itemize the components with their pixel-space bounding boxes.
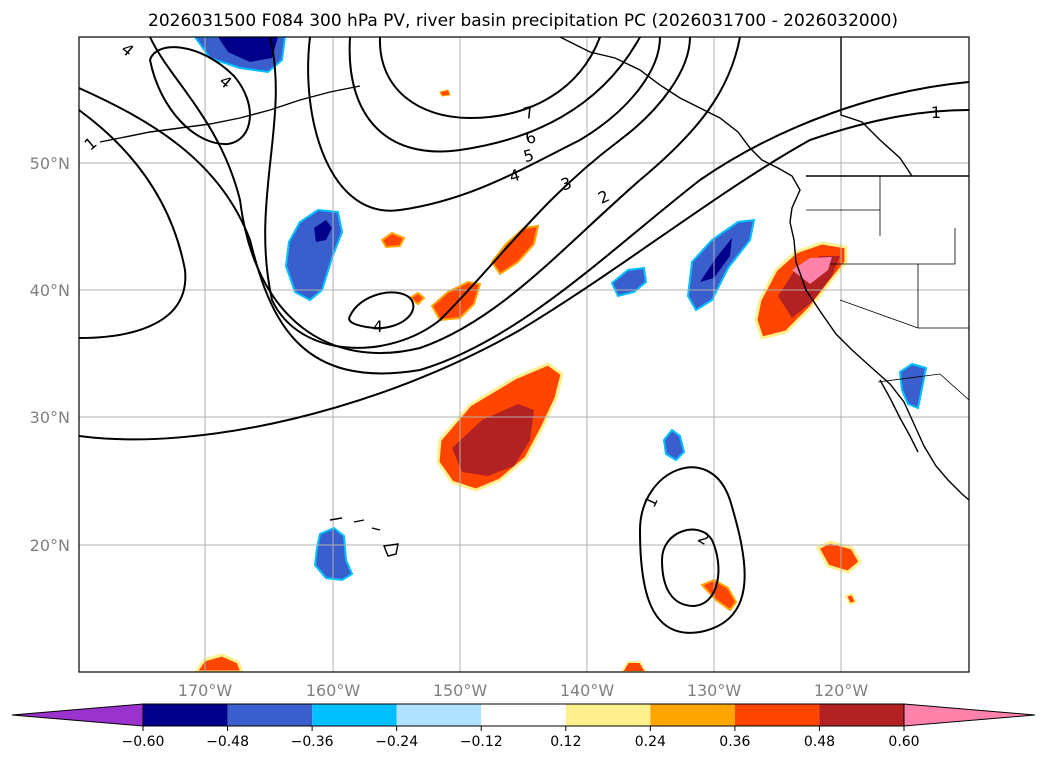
- colorbar-segment: [565, 704, 651, 726]
- contour-label: 6: [523, 127, 538, 148]
- colorbar-tick-label: 0.24: [635, 734, 666, 750]
- map-title: 2026031500 F084 300 hPa PV, river basin …: [148, 11, 898, 31]
- colorbar-frame: [142, 703, 905, 727]
- lon-label-140w: 140°W: [560, 681, 615, 700]
- colorbar-tick-label: −0.60: [122, 734, 165, 750]
- colorbar-segment: [312, 704, 397, 726]
- lon-label-160w: 160°W: [306, 681, 361, 700]
- contour-2-tropical: [660, 528, 720, 608]
- contour-4-outer: [264, 37, 691, 349]
- neg-blob-small-1: [610, 266, 648, 298]
- pos-blob-small-3: [439, 89, 451, 97]
- contour-label: 4: [373, 317, 383, 336]
- pos-blob-mid-2: [490, 224, 540, 276]
- precip-shading: [193, 37, 928, 672]
- pos-blob-large-core: [452, 404, 534, 476]
- pos-blob-south-2: [815, 540, 862, 574]
- contour-4-top-loop: [148, 46, 251, 146]
- colorbar: −0.60 −0.48 −0.36 −0.24 −0.12 0.12 0.24 0.36 0.4…: [11, 703, 1036, 750]
- alaska-canada-border: [840, 37, 913, 177]
- lon-labels: 170°W 160°W 150°W 140°W 130°W 120°W: [178, 681, 869, 700]
- lat-label-50n: 50°N: [30, 154, 70, 173]
- neg-blob-ne-core: [700, 238, 732, 282]
- colorbar-tick-label: −0.24: [375, 734, 418, 750]
- contour-label: 7: [521, 102, 536, 123]
- baja-coast: [879, 379, 919, 453]
- west-us-coast: [789, 221, 969, 501]
- state-borders: [806, 176, 969, 401]
- colorbar-segment: [396, 704, 482, 726]
- coastlines: [99, 37, 969, 557]
- contour-label: 1: [931, 103, 941, 122]
- colorbar-segment: [650, 704, 735, 726]
- colorbar-tick-label: 0.48: [804, 734, 835, 750]
- contour-1-tropical: [638, 466, 746, 634]
- lon-label-150w: 150°W: [433, 681, 488, 700]
- colorbar-segment: [819, 704, 904, 726]
- pos-blob-dot: [844, 592, 858, 606]
- alaska-coast: [559, 37, 801, 223]
- lat-label-30n: 30°N: [30, 408, 70, 427]
- colorbar-segment: [481, 704, 566, 726]
- hawaii-islands: [329, 517, 399, 557]
- neg-blob-mid-core: [314, 220, 332, 242]
- neg-blob-top-core: [218, 37, 278, 62]
- neg-blob-small-2: [662, 428, 686, 462]
- contour-1-west: [79, 109, 187, 339]
- colorbar-tick-label: 0.60: [888, 734, 919, 750]
- lat-label-40n: 40°N: [30, 281, 70, 300]
- colorbar-tick-label: −0.36: [291, 734, 334, 750]
- colorbar-segment: [734, 704, 820, 726]
- contour-4-loop: [348, 291, 415, 330]
- lon-label-170w: 170°W: [178, 681, 233, 700]
- colorbar-tick-label: −0.12: [460, 734, 503, 750]
- colorbar-segment: [227, 704, 313, 726]
- contour-6: [348, 37, 641, 153]
- contour-3: [149, 37, 741, 355]
- lat-labels: 50°N 40°N 30°N 20°N: [30, 154, 70, 555]
- contour-1-south: [79, 109, 969, 441]
- contour-2: [79, 81, 969, 375]
- colorbar-extend-min: [11, 703, 144, 727]
- contour-5: [307, 37, 661, 212]
- aleutian-chain: [99, 85, 361, 143]
- map-frame: [78, 36, 970, 673]
- pos-blob-south-4: [620, 661, 648, 672]
- map-background: [79, 37, 969, 672]
- colorbar-tick-label: 0.36: [719, 734, 750, 750]
- pos-blob-small-2: [408, 291, 426, 306]
- pv-contours: [79, 37, 969, 634]
- lat-label-20n: 20°N: [30, 536, 70, 555]
- lon-label-130w: 130°W: [687, 681, 742, 700]
- neg-blob-baja: [898, 362, 928, 410]
- contour-label: 4: [507, 165, 522, 186]
- colorbar-segment: [143, 704, 228, 726]
- colorbar-tick-label: −0.48: [206, 734, 249, 750]
- contour-label: 5: [521, 145, 536, 166]
- colorbar-tick-label: 0.12: [550, 734, 581, 750]
- pos-blob-south-3: [194, 653, 244, 672]
- lon-label-120w: 120°W: [814, 681, 869, 700]
- colorbar-extend-max: [903, 703, 1036, 727]
- pos-blob-small-1: [380, 231, 406, 249]
- contour-7: [378, 37, 601, 120]
